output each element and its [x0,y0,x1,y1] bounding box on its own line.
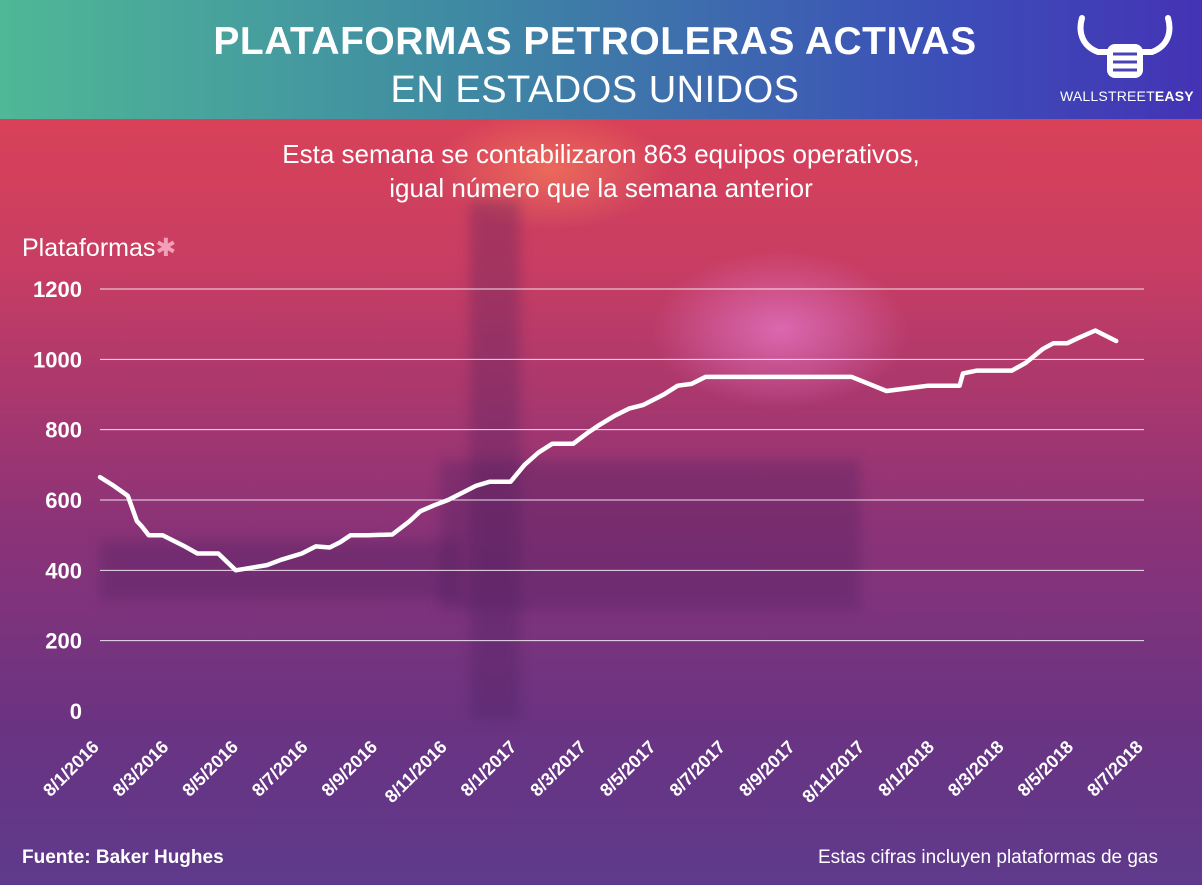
subtitle-line2: igual número que la semana anterior [389,173,813,203]
x-tick-label: 8/5/2016 [178,737,242,801]
x-tick-label: 8/1/2018 [874,737,938,801]
source-note: Fuente: Baker Hughes [22,847,224,868]
x-tick-label: 8/7/2018 [1083,737,1147,801]
x-tick-label: 8/7/2017 [666,737,730,801]
wallstreeteasy-logo: WALLSTREETEASY [1060,12,1194,112]
y-tick-label: 1000 [33,347,82,372]
oil-rig-silhouette [440,460,860,610]
x-tick-label: 8/9/2016 [318,737,382,801]
x-tick-label: 8/3/2018 [944,737,1008,801]
x-tick-label: 8/11/2017 [798,737,868,807]
logo-wordmark: WALLSTREETEASY [1060,88,1194,104]
x-tick-label: 8/3/2016 [109,737,173,801]
chart-title-line1: PLATAFORMAS PETROLERAS ACTIVAS [213,20,977,63]
x-tick-label: 8/11/2016 [381,737,451,807]
gridlines [100,288,1144,642]
background-glow [430,110,670,230]
subtitle-line1: Esta semana se contabilizaron 863 equipo… [282,139,920,169]
x-tick-label: 8/9/2017 [735,737,799,801]
y-tick-label: 200 [45,629,82,654]
x-tick-label: 8/3/2017 [526,737,590,801]
x-tick-label: 8/5/2018 [1014,737,1078,801]
asterisk-icon: ✱ [155,234,176,262]
series-line [97,328,1119,573]
y-axis-ticks: 0 200 400 600 800 1000 1200 [33,277,82,724]
x-axis-ticks: 8/1/2016 8/3/2016 8/5/2016 8/7/2016 8/9/2016… [39,737,1147,807]
x-tick-label: 8/1/2016 [39,737,103,801]
oil-rig-silhouette [470,200,520,720]
y-axis-title-text: Plataformas [22,234,155,262]
header-banner: PLATAFORMAS PETROLERAS ACTIVAS EN ESTADO… [0,0,1202,119]
footnote: Estas cifras incluyen plataformas de gas [817,847,1158,868]
y-tick-label: 400 [45,558,82,583]
bull-fist-icon [1077,15,1173,78]
y-tick-label: 600 [45,488,82,513]
x-tick-label: 8/5/2017 [596,737,660,801]
x-tick-label: 8/1/2017 [457,737,521,801]
y-tick-label: 800 [45,418,82,443]
y-tick-label: 1200 [33,277,82,302]
y-tick-label: 0 [70,699,82,724]
chart-subtitle: Esta semana se contabilizaron 863 equipo… [0,137,1202,205]
y-axis-title: Plataformas✱ [22,234,176,262]
chart-title-line2: EN ESTADOS UNIDOS [390,69,800,111]
x-tick-label: 8/7/2016 [248,737,312,801]
